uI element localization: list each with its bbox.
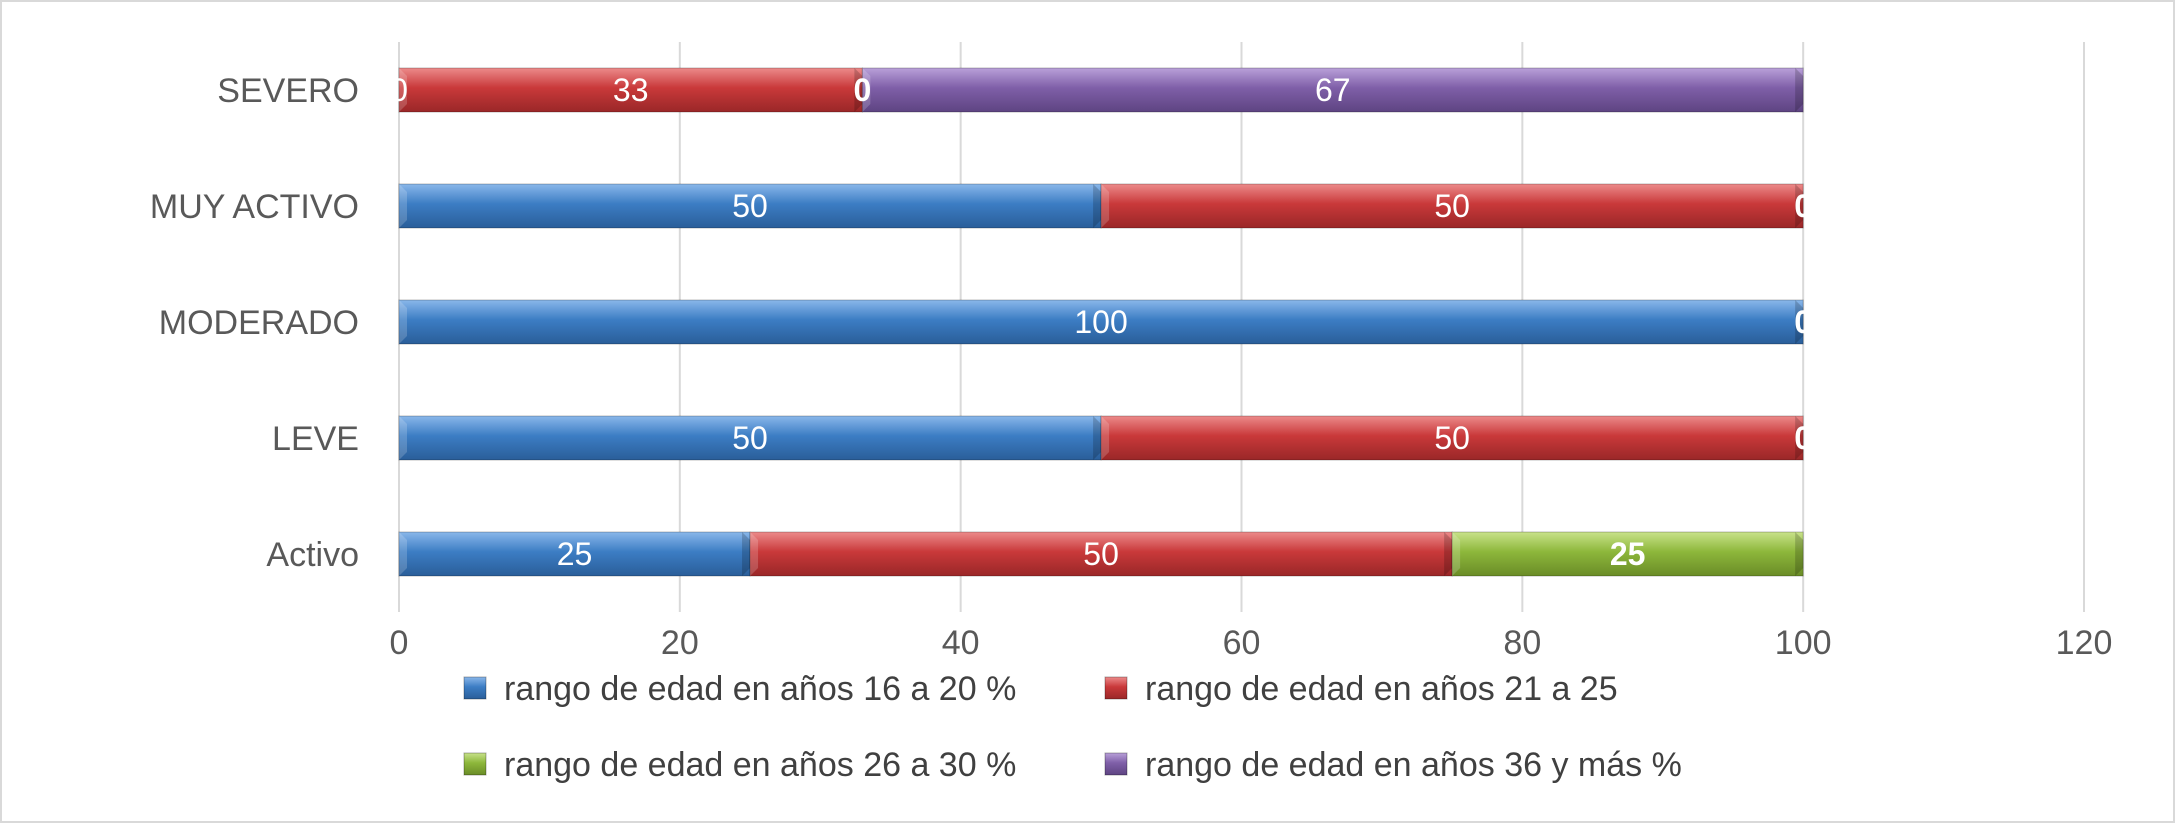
data-label: 0 xyxy=(1794,188,1812,224)
bar-segment xyxy=(1451,531,1804,577)
data-label: 50 xyxy=(732,188,768,224)
data-label: 50 xyxy=(732,420,768,456)
bar-segment-bevel xyxy=(399,300,407,344)
bar-segment-bevel xyxy=(1444,532,1453,576)
bar-segment-bevel xyxy=(1093,184,1102,228)
legend-label: rango de edad en años 21 a 25 xyxy=(1145,670,1618,708)
category-label: MUY ACTIVO xyxy=(150,188,359,226)
legend-label: rango de edad en años 26 a 30 % xyxy=(504,746,1016,784)
data-label: 0 xyxy=(390,72,408,108)
legend-label: rango de edad en años 16 a 20 % xyxy=(504,670,1016,708)
bar-segment-bevel xyxy=(399,416,407,460)
axis-labels: 0 20 40 60 80 100 120 Activo LEVE MODERADO MUY ACT… xyxy=(150,72,2112,662)
data-label: 0 xyxy=(1794,304,1812,340)
data-label: 100 xyxy=(1074,304,1127,340)
bar-segment-bevel xyxy=(750,532,759,576)
data-label: 50 xyxy=(1434,420,1470,456)
category-label: LEVE xyxy=(272,420,359,458)
bar-segment-bevel xyxy=(862,68,871,112)
legend-swatch xyxy=(1104,676,1128,700)
data-label: 0 xyxy=(853,72,871,108)
bar-segment-bevel xyxy=(1101,184,1110,228)
bar-segment xyxy=(398,531,751,577)
bar-segment-bevel xyxy=(1795,300,1804,344)
bar-segment-bevel xyxy=(399,68,407,112)
bar-segment xyxy=(398,183,1102,229)
legend-swatch xyxy=(463,752,487,776)
bar-segment-bevel xyxy=(1101,416,1110,460)
bar-segment xyxy=(398,415,1102,461)
bar-segment-bevel xyxy=(854,68,863,112)
legend-label: rango de edad en años 36 y más % xyxy=(1145,746,1682,784)
data-label: 0 xyxy=(1794,420,1812,456)
data-labels: 25 50 25 50 50 0 100 0 50 50 0 0 33 0 67 xyxy=(390,72,1812,572)
bar-segment-bevel xyxy=(1795,532,1804,576)
data-label: 25 xyxy=(557,536,593,572)
data-label: 50 xyxy=(1434,188,1470,224)
bar-segment xyxy=(398,67,863,113)
bar-segment-bevel xyxy=(1795,416,1804,460)
bar-segment-bevel xyxy=(1795,68,1804,112)
bar-segment-bevel xyxy=(742,532,751,576)
data-label: 25 xyxy=(1610,536,1646,572)
x-tick-label: 80 xyxy=(1503,624,1541,662)
x-tick-label: 0 xyxy=(390,624,409,662)
x-tick-label: 100 xyxy=(1775,624,1832,662)
bar-segment-bevel xyxy=(399,532,407,576)
x-tick-label: 20 xyxy=(661,624,699,662)
category-label: SEVERO xyxy=(217,72,359,110)
data-label: 67 xyxy=(1315,72,1351,108)
data-label: 50 xyxy=(1083,536,1119,572)
bar-segment xyxy=(1100,415,1804,461)
bars xyxy=(398,67,1804,577)
bar-segment xyxy=(1100,183,1804,229)
category-label: MODERADO xyxy=(159,304,359,342)
x-tick-label: 40 xyxy=(942,624,980,662)
bar-segment xyxy=(861,67,1804,113)
category-label: Activo xyxy=(266,536,359,574)
bar-segment-bevel xyxy=(399,184,407,228)
legend-swatch xyxy=(1104,752,1128,776)
data-label: 33 xyxy=(613,72,649,108)
legend-swatch xyxy=(463,676,487,700)
bar-segment-bevel xyxy=(1093,416,1102,460)
x-tick-label: 60 xyxy=(1223,624,1261,662)
bar-segment xyxy=(398,299,1804,345)
bar-segment-bevel xyxy=(1795,184,1804,228)
x-tick-label: 120 xyxy=(2056,624,2113,662)
legend: rango de edad en años 16 a 20 % rango de … xyxy=(463,670,1682,784)
bar-segment-bevel xyxy=(1452,532,1461,576)
